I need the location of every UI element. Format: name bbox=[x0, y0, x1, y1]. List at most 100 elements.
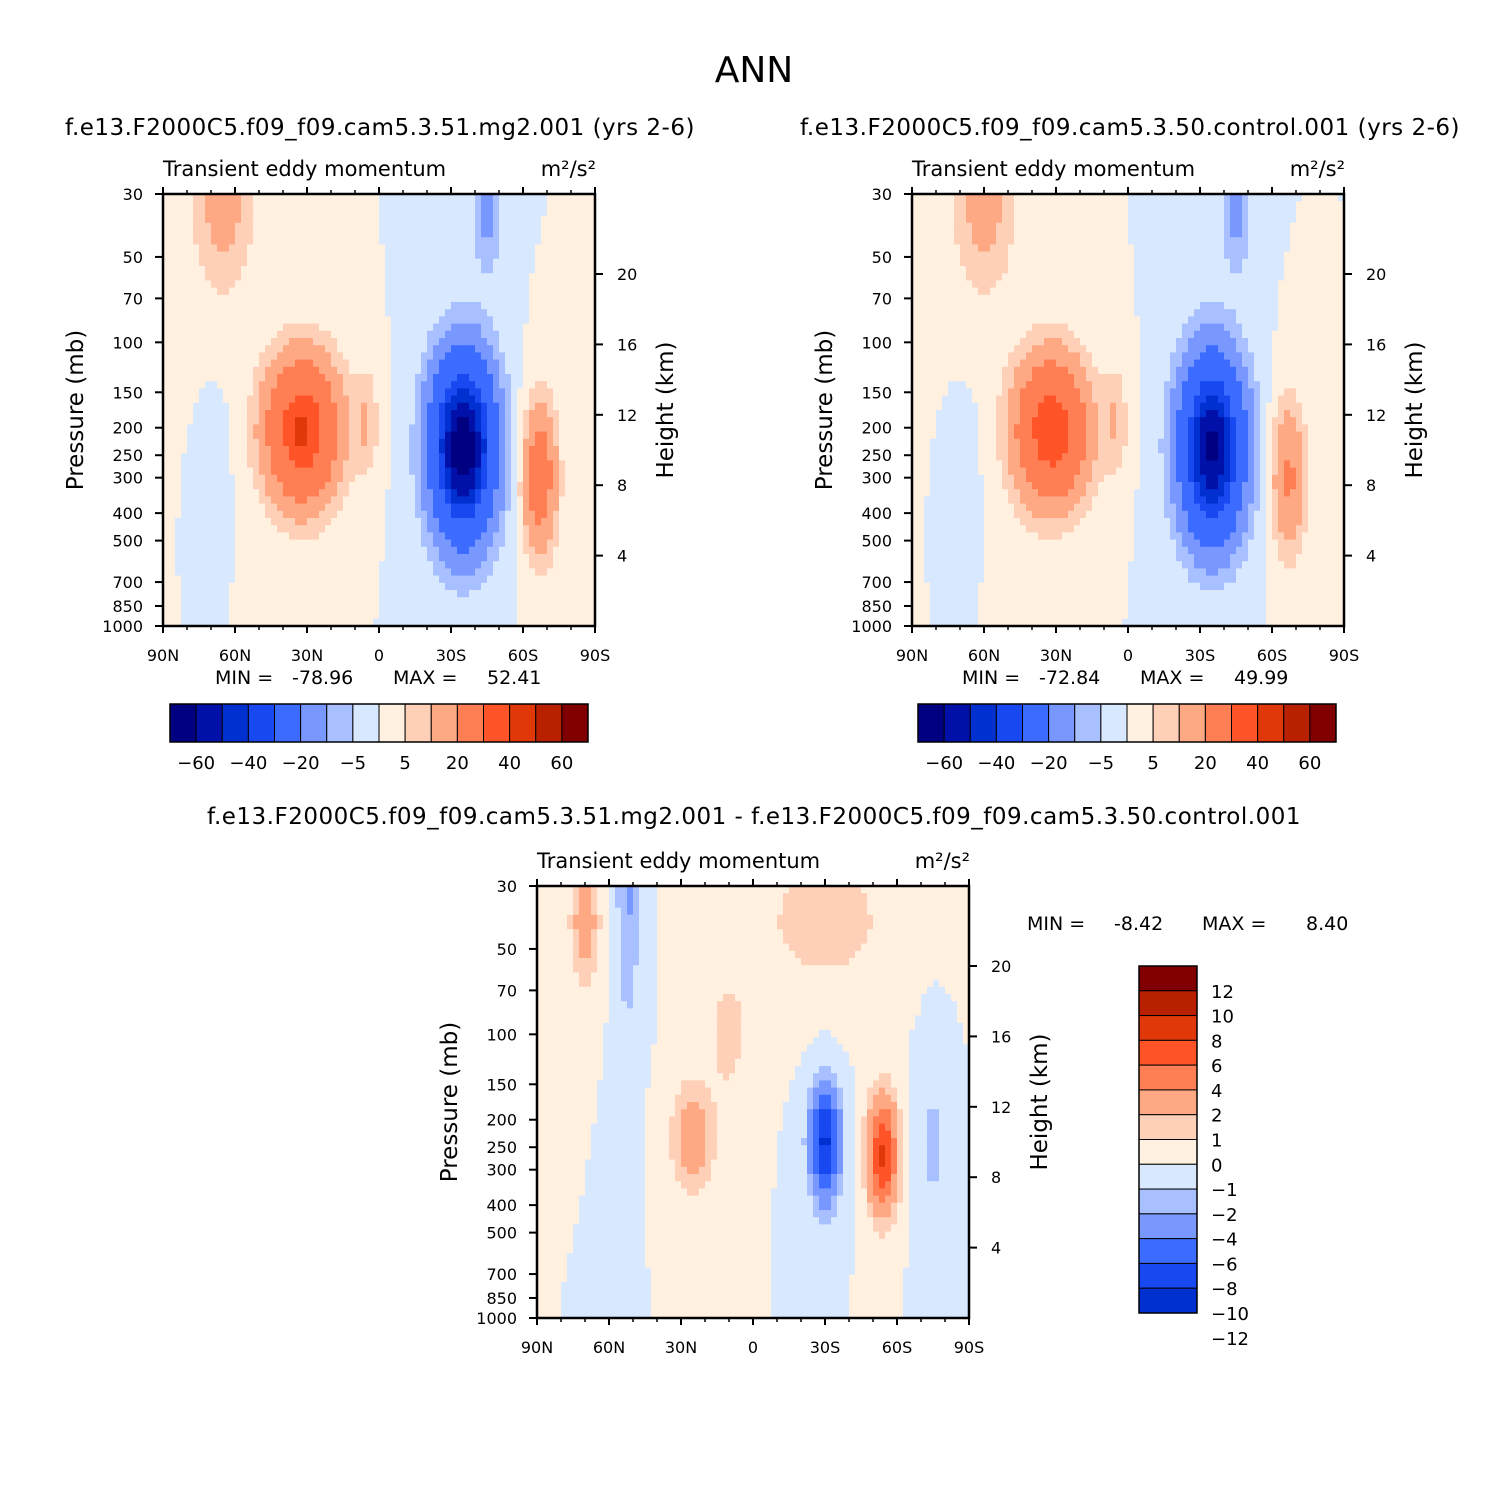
contour-cell bbox=[385, 273, 392, 281]
contour-cell bbox=[409, 474, 416, 483]
contour-cell bbox=[1218, 230, 1225, 238]
contour-cell bbox=[247, 352, 254, 361]
contour-cell bbox=[469, 302, 476, 310]
contour-cell bbox=[445, 381, 452, 389]
contour-cell bbox=[301, 510, 308, 519]
contour-cell bbox=[319, 446, 326, 454]
contour-cell bbox=[1248, 215, 1255, 224]
contour-cell bbox=[589, 352, 596, 361]
contour-cell bbox=[553, 496, 560, 505]
contour-cell bbox=[271, 381, 278, 389]
contour-cell bbox=[175, 410, 182, 418]
contour-cell bbox=[259, 266, 266, 274]
contour-cell bbox=[241, 611, 248, 620]
contour-cell bbox=[247, 302, 254, 310]
contour-cell bbox=[319, 618, 326, 627]
contour-cell bbox=[487, 438, 494, 447]
contour-cell bbox=[924, 230, 931, 238]
contour-cell bbox=[391, 546, 398, 555]
contour-cell bbox=[571, 287, 578, 296]
contour-cell bbox=[289, 230, 296, 238]
contour-cell bbox=[547, 302, 554, 310]
contour-cell bbox=[223, 546, 230, 555]
contour-cell bbox=[409, 568, 416, 577]
contour-cell bbox=[475, 539, 482, 548]
contour-cell bbox=[355, 489, 362, 497]
contour-cell bbox=[367, 208, 374, 217]
contour-cell bbox=[1230, 194, 1237, 202]
contour-cell bbox=[433, 446, 440, 454]
contour-cell bbox=[589, 402, 596, 411]
contour-cell bbox=[403, 194, 410, 202]
contour-cell bbox=[577, 258, 584, 267]
contour-cell bbox=[583, 352, 590, 361]
contour-cell bbox=[547, 582, 554, 591]
contour-cell bbox=[355, 359, 362, 368]
contour-cell bbox=[229, 258, 236, 267]
contour-cell bbox=[379, 568, 386, 577]
contour-cell bbox=[247, 244, 254, 253]
contour-cell bbox=[271, 438, 278, 447]
contour-cell bbox=[1302, 222, 1309, 231]
contour-cell bbox=[427, 258, 434, 267]
contour-cell bbox=[313, 539, 320, 548]
contour-cell bbox=[283, 208, 290, 217]
contour-cell bbox=[247, 568, 254, 577]
contour-cell bbox=[319, 539, 326, 548]
contour-cell bbox=[301, 582, 308, 591]
contour-cell bbox=[169, 482, 176, 490]
contour-cell bbox=[391, 525, 398, 533]
contour-cell bbox=[355, 352, 362, 361]
contour-cell bbox=[565, 582, 572, 591]
contour-cell bbox=[505, 546, 512, 555]
contour-cell bbox=[385, 258, 392, 267]
contour-cell bbox=[301, 453, 308, 461]
contour-cell bbox=[1182, 230, 1189, 238]
contour-cell bbox=[912, 194, 919, 202]
contour-cell bbox=[571, 496, 578, 505]
contour-cell bbox=[1236, 222, 1243, 231]
contour-cell bbox=[385, 575, 392, 584]
contour-cell bbox=[1176, 194, 1183, 202]
contour-cell bbox=[289, 604, 296, 613]
contour-cell bbox=[229, 395, 236, 404]
contour-cell bbox=[253, 323, 260, 332]
contour-cell bbox=[379, 446, 386, 454]
contour-cell bbox=[511, 273, 518, 281]
contour-cell bbox=[517, 194, 524, 202]
contour-cell bbox=[367, 388, 374, 397]
contour-cell bbox=[445, 251, 452, 260]
contour-cell bbox=[163, 251, 170, 260]
contour-cell bbox=[541, 482, 548, 490]
contour-cell bbox=[361, 525, 368, 533]
contour-cell bbox=[517, 388, 524, 397]
contour-cell bbox=[217, 410, 224, 418]
contour-cell bbox=[1290, 230, 1297, 238]
contour-cell bbox=[511, 215, 518, 224]
contour-cell bbox=[241, 280, 248, 289]
contour-cell bbox=[355, 395, 362, 404]
contour-cell bbox=[1182, 201, 1189, 209]
contour-cell bbox=[163, 503, 170, 512]
contour-cell bbox=[457, 554, 464, 562]
contour-cell bbox=[163, 424, 170, 433]
contour-cell bbox=[960, 208, 967, 217]
contour-cell bbox=[427, 460, 434, 469]
contour-cell bbox=[355, 597, 362, 605]
contour-cell bbox=[493, 309, 500, 317]
contour-cell bbox=[463, 374, 470, 382]
contour-cell bbox=[553, 302, 560, 310]
contour-cell bbox=[211, 417, 218, 425]
contour-cell bbox=[553, 359, 560, 368]
contour-cell bbox=[253, 525, 260, 533]
colorbar-box bbox=[404, 703, 432, 743]
contour-cell bbox=[1074, 244, 1081, 253]
contour-cell bbox=[475, 410, 482, 418]
contour-cell bbox=[451, 244, 458, 253]
contour-cell bbox=[355, 474, 362, 483]
contour-cell bbox=[559, 460, 566, 469]
contour-cell bbox=[559, 575, 566, 584]
contour-cell bbox=[355, 554, 362, 562]
contour-cell bbox=[367, 273, 374, 281]
contour-cell bbox=[475, 402, 482, 411]
